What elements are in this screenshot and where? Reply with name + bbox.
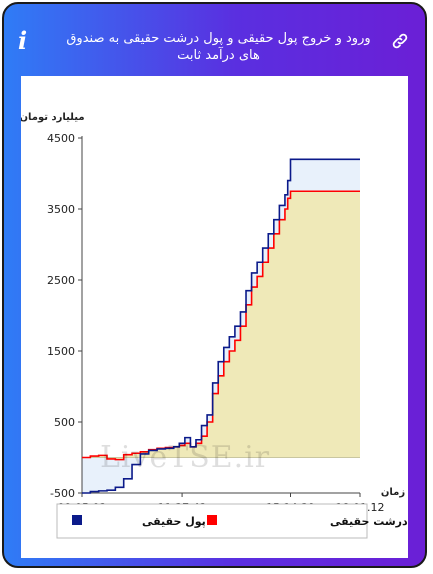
y-tick-label: 1500 [47,345,75,358]
x-axis-title: زمان [381,487,405,498]
y-axis-title: میلیارد تومان [21,112,85,123]
link-icon[interactable] [391,32,409,50]
y-tick-label: 2500 [47,274,75,287]
legend-swatch-big-real-money [207,515,217,525]
info-icon[interactable]: i [18,26,28,55]
real-money-line [82,158,360,494]
chart-panel: -500500150025003500450009.05.0211.37.421… [19,76,425,558]
y-tick-label: 3500 [47,203,75,216]
legend-swatch-real-money [72,515,82,525]
y-tick-label: -500 [50,487,75,500]
y-tick-label: 4500 [47,132,75,145]
big-real-money-line [82,190,360,461]
chart-title: ورود و خروج پول حقیقی و پول درشت حقیقی ب… [66,31,371,63]
chart-card: i ورود و خروج پول حقیقی و پول درشت حقیقی… [2,2,427,568]
card-header: i ورود و خروج پول حقیقی و پول درشت حقیقی… [4,4,425,76]
legend-label-real-money: پول حقیقی [142,515,206,528]
chart-svg: -500500150025003500450009.05.0211.37.421… [19,112,425,539]
legend-label-big-real-money: پول درشت حقیقی [330,515,408,528]
big-real-money-area [82,191,360,460]
watermark: LiveTSE.ir [100,440,271,475]
y-tick-label: 500 [54,416,75,429]
